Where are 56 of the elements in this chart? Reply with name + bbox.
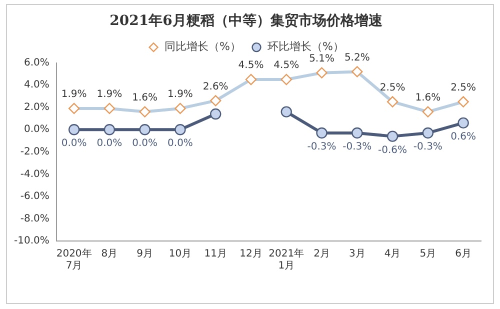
data-label: -0.3% (307, 142, 336, 153)
data-label: 2.6% (202, 81, 228, 92)
y-tick-label: -8.0% (20, 213, 50, 224)
point (68, 124, 80, 136)
y-tick-label: -2.0% (20, 146, 50, 158)
point (210, 108, 222, 120)
x-tick-label: 3月 (348, 248, 366, 260)
y-tick-label: 0.0% (24, 124, 50, 136)
x-tick-label: 2021年 1月 (268, 248, 304, 272)
data-label: 1.9% (61, 89, 87, 100)
y-tick-label: -10.0% (14, 236, 50, 247)
data-label: 1.6% (415, 92, 441, 104)
legend-label: 同比增长（%） (164, 40, 241, 54)
point (352, 127, 363, 139)
data-label: 0.0% (96, 138, 122, 150)
x-tick-label: 9月 (136, 248, 154, 260)
point (174, 124, 186, 136)
x-tick-label: 5月 (420, 248, 436, 260)
data-label: 1.9% (96, 89, 122, 100)
data-label: 5.2% (344, 52, 370, 64)
y-tick-label: 6.0% (24, 57, 50, 68)
y-tick-label: -4.0% (20, 168, 50, 180)
x-tick-label: 8月 (101, 248, 118, 260)
x-tick-label: 2月 (314, 248, 330, 260)
data-label: 2.5% (380, 82, 406, 94)
data-label: 0.0% (132, 138, 158, 150)
data-label: 5.1% (309, 53, 334, 64)
y-tick-label: 4.0% (24, 80, 50, 91)
data-label: 2.5% (450, 82, 476, 94)
data-label: 4.5% (238, 60, 264, 72)
data-label: -0.6% (378, 144, 408, 156)
point (458, 117, 469, 129)
data-label: 0.0% (168, 138, 193, 150)
y-tick-label: 2.0% (24, 102, 50, 113)
data-label: 4.5% (274, 60, 300, 72)
data-label: -0.3% (342, 142, 372, 153)
legend-label: 环比增长（%） (268, 40, 344, 54)
x-tick-label: 2020年 7月 (56, 248, 92, 272)
x-tick-label: 12月 (240, 248, 262, 260)
x-tick-label: 11月 (204, 248, 227, 260)
data-label: 0.6% (450, 132, 476, 143)
x-tick-label: 10月 (168, 248, 192, 260)
chart-title: 2021年6月粳稻（中等）集贸市场价格增速 (110, 12, 384, 30)
point (104, 124, 116, 136)
data-label: -0.3% (413, 142, 442, 153)
data-label: 0.0% (61, 138, 87, 150)
point (316, 127, 328, 139)
data-label: 1.9% (168, 89, 193, 100)
x-tick-label: 6月 (455, 248, 472, 260)
data-label: 1.6% (132, 92, 158, 104)
point (422, 127, 434, 139)
y-tick-label: -6.0% (20, 191, 50, 202)
point (280, 106, 292, 118)
x-tick-label: 4月 (384, 248, 401, 260)
point (139, 124, 150, 136)
point (386, 130, 398, 142)
